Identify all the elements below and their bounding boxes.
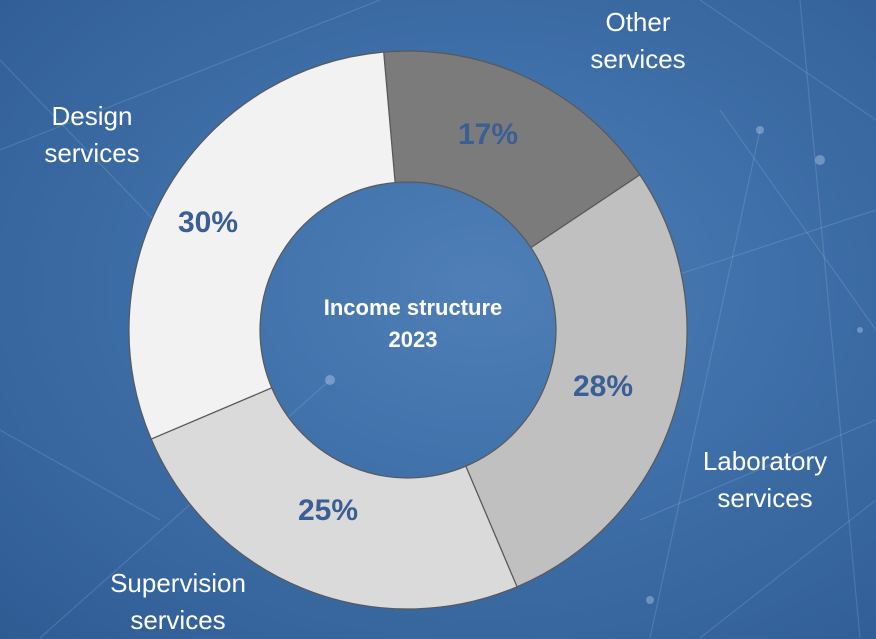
- label-laboratory-line-2: services: [717, 483, 813, 513]
- legend-label-design: Design services: [12, 98, 172, 172]
- donut-slice-other: [383, 50, 641, 249]
- label-other-line-1: Other: [605, 7, 671, 37]
- label-laboratory-line-1: Laboratory: [702, 446, 828, 476]
- donut-slice-design: [128, 51, 396, 440]
- data-label-supervision: 25%: [298, 494, 359, 527]
- legend-label-other: Other services: [558, 4, 718, 78]
- legend-label-laboratory: Laboratory services: [670, 443, 860, 517]
- legend-label-supervision: Supervision services: [78, 565, 278, 639]
- data-label-laboratory: 28%: [573, 370, 634, 403]
- data-label-other: 17%: [458, 118, 519, 151]
- label-design-line-1: Design: [51, 101, 133, 131]
- center-title-line-2: 2023: [388, 327, 438, 352]
- label-supervision-line-2: services: [130, 605, 226, 635]
- label-other-line-2: services: [590, 44, 686, 74]
- label-supervision-line-1: Supervision: [110, 568, 246, 598]
- center-title-line-1: Income structure: [323, 295, 503, 320]
- donut-slice-supervision: [150, 387, 518, 610]
- label-design-line-2: services: [44, 138, 140, 168]
- data-label-design: 30%: [178, 206, 239, 239]
- chart-center-title: Income structure 2023: [268, 292, 558, 356]
- donut-slice-laboratory: [465, 173, 688, 588]
